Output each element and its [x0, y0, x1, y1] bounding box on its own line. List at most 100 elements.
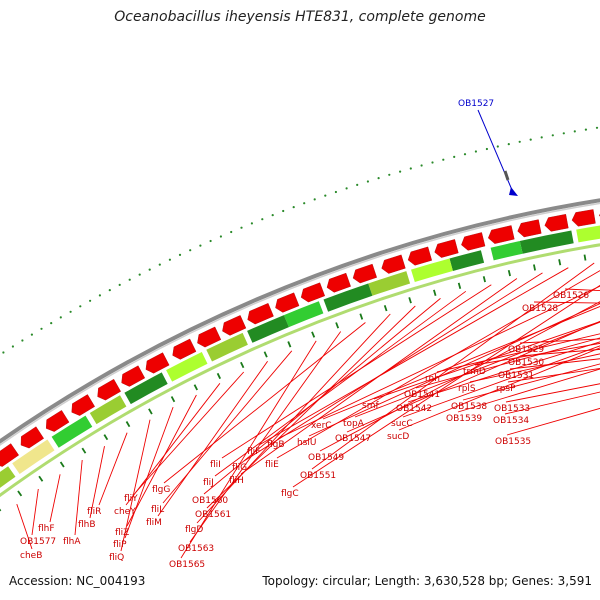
gene-arrow[interactable]	[121, 365, 146, 387]
gene-label[interactable]: fliF	[247, 447, 260, 457]
gene-label[interactable]: OB1541	[404, 390, 440, 400]
gene-arrow[interactable]	[145, 352, 170, 374]
gene-label[interactable]: OB1529	[508, 345, 544, 355]
gene-label[interactable]: rplS	[458, 384, 476, 394]
gene-arrow[interactable]	[20, 426, 44, 449]
gene-arrow[interactable]	[326, 272, 351, 293]
gene-label[interactable]: flhB	[78, 520, 96, 530]
gene-label[interactable]: OB1530	[508, 358, 544, 368]
gene-arrow[interactable]	[407, 246, 433, 266]
cog-band-segment[interactable]	[51, 415, 93, 448]
cog-band-segment[interactable]	[12, 439, 55, 475]
gene-label[interactable]: OB1549	[308, 453, 344, 463]
cog-band-segment[interactable]	[490, 241, 523, 261]
gene-arrow[interactable]	[45, 410, 70, 432]
scale-dot	[595, 126, 599, 129]
gene-label[interactable]: OB1526	[553, 291, 589, 301]
gene-label[interactable]: fliM	[146, 518, 162, 528]
gene-label[interactable]: smf	[362, 401, 379, 411]
gene-arrow[interactable]	[571, 209, 596, 227]
cog-band-segment[interactable]	[576, 225, 600, 243]
gene-label[interactable]: OB1531	[498, 371, 534, 381]
gene-arrow[interactable]	[381, 254, 406, 274]
gene-arrow[interactable]	[434, 239, 459, 258]
gene-label[interactable]: fliI	[210, 460, 221, 470]
gene-label[interactable]: sucC	[391, 419, 413, 429]
gene-arrow[interactable]	[71, 394, 95, 416]
gene-arrow[interactable]	[0, 443, 19, 467]
gene-label[interactable]: OB1561	[195, 510, 231, 520]
gene-label[interactable]: topA	[343, 419, 365, 429]
gene-label[interactable]: fliZ	[115, 528, 129, 538]
gene-label[interactable]: OB1534	[493, 416, 529, 426]
gene-label[interactable]: OB1542	[396, 404, 432, 414]
gene-label[interactable]: flgG	[152, 485, 170, 495]
selected-gene-label[interactable]: OB1527	[458, 99, 494, 109]
scale-dot	[261, 218, 264, 221]
cog-band-segment[interactable]	[89, 395, 127, 425]
scale-dot	[399, 170, 402, 173]
cog-band-segment[interactable]	[166, 352, 208, 382]
gene-label[interactable]: OB1533	[494, 404, 530, 414]
gene-label[interactable]: OB1551	[300, 471, 336, 481]
gene-arrow[interactable]	[247, 303, 274, 325]
selected-gene-glyph[interactable]	[503, 170, 510, 181]
gene-arrow[interactable]	[197, 326, 222, 348]
gene-label[interactable]: sucD	[387, 432, 409, 442]
gene-label[interactable]: OB1538	[451, 402, 487, 412]
cog-band-segment[interactable]	[449, 250, 485, 271]
gene-label[interactable]: OB1563	[178, 544, 214, 554]
cog-band-segment[interactable]	[411, 258, 453, 283]
gene-label[interactable]: OB1539	[446, 414, 482, 424]
gene-label[interactable]: fliQ	[109, 553, 124, 563]
cog-band-segment[interactable]	[283, 301, 324, 328]
gene-arrow[interactable]	[97, 378, 121, 401]
gene-label[interactable]: fliG	[232, 463, 247, 473]
gene-label[interactable]: fliL	[151, 505, 164, 515]
gene-label[interactable]: OB1577	[20, 537, 56, 547]
cog-band-segment[interactable]	[247, 315, 289, 343]
gene-label[interactable]: flgD	[185, 525, 203, 535]
gene-arrow[interactable]	[275, 292, 300, 313]
gene-label[interactable]: trmD	[463, 367, 486, 377]
cog-band-segment[interactable]	[0, 466, 16, 500]
gene-label[interactable]: fliP	[113, 540, 127, 550]
cog-band-segment[interactable]	[368, 271, 411, 296]
gene-label[interactable]: flhA	[63, 537, 81, 547]
gene-label[interactable]: fliY	[124, 494, 138, 504]
gene-arrow[interactable]	[222, 315, 247, 336]
gene-label[interactable]: fliH	[229, 476, 244, 486]
cog-band-segment[interactable]	[206, 332, 248, 362]
gene-label[interactable]: OB1565	[169, 560, 205, 570]
gene-label[interactable]: fliR	[87, 507, 101, 517]
gene-label[interactable]: flgC	[281, 489, 299, 499]
gene-label[interactable]: xerC	[311, 421, 332, 431]
gene-arrow[interactable]	[488, 225, 515, 244]
gene-label[interactable]: flgB	[267, 440, 285, 450]
gene-arrow[interactable]	[172, 338, 197, 360]
gene-label[interactable]: OB1535	[495, 437, 531, 447]
gene-label[interactable]: flhF	[38, 524, 55, 534]
gene-arrow[interactable]	[517, 219, 542, 238]
gene-label[interactable]: OB1547	[335, 434, 371, 444]
scale-dot	[219, 235, 222, 238]
gene-label[interactable]: fliJ	[203, 478, 214, 488]
gene-label[interactable]: OB1528	[522, 304, 558, 314]
gene-label[interactable]: cheY	[114, 507, 136, 517]
scale-dot	[69, 310, 72, 313]
cog-band-segment[interactable]	[124, 372, 168, 405]
cog-band-segment[interactable]	[519, 230, 574, 254]
gene-arrow[interactable]	[461, 232, 486, 251]
gene-label[interactable]: cheB	[20, 551, 42, 561]
gene-arrow[interactable]	[300, 282, 326, 303]
backbone-highlight	[0, 202, 600, 446]
cog-band-segment[interactable]	[323, 283, 373, 312]
gene-arrow[interactable]	[352, 263, 377, 284]
gene-arrow[interactable]	[544, 214, 569, 232]
gene-label[interactable]: rpsP	[496, 384, 516, 394]
gene-label[interactable]: hslU	[297, 438, 316, 448]
gene-leader-line	[135, 371, 245, 493]
gene-label[interactable]: fliE	[265, 460, 279, 470]
gene-label[interactable]: rnh	[425, 374, 440, 384]
gene-label[interactable]: OB1560	[192, 496, 228, 506]
